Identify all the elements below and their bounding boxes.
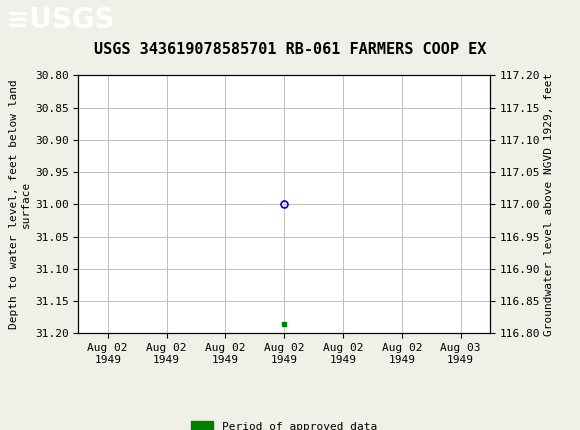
Text: ≡USGS: ≡USGS (6, 6, 114, 34)
Y-axis label: Groundwater level above NGVD 1929, feet: Groundwater level above NGVD 1929, feet (545, 73, 554, 336)
Legend: Period of approved data: Period of approved data (187, 417, 382, 430)
Y-axis label: Depth to water level, feet below land
surface: Depth to water level, feet below land su… (9, 80, 31, 329)
Text: USGS 343619078585701 RB-061 FARMERS COOP EX: USGS 343619078585701 RB-061 FARMERS COOP… (94, 42, 486, 57)
